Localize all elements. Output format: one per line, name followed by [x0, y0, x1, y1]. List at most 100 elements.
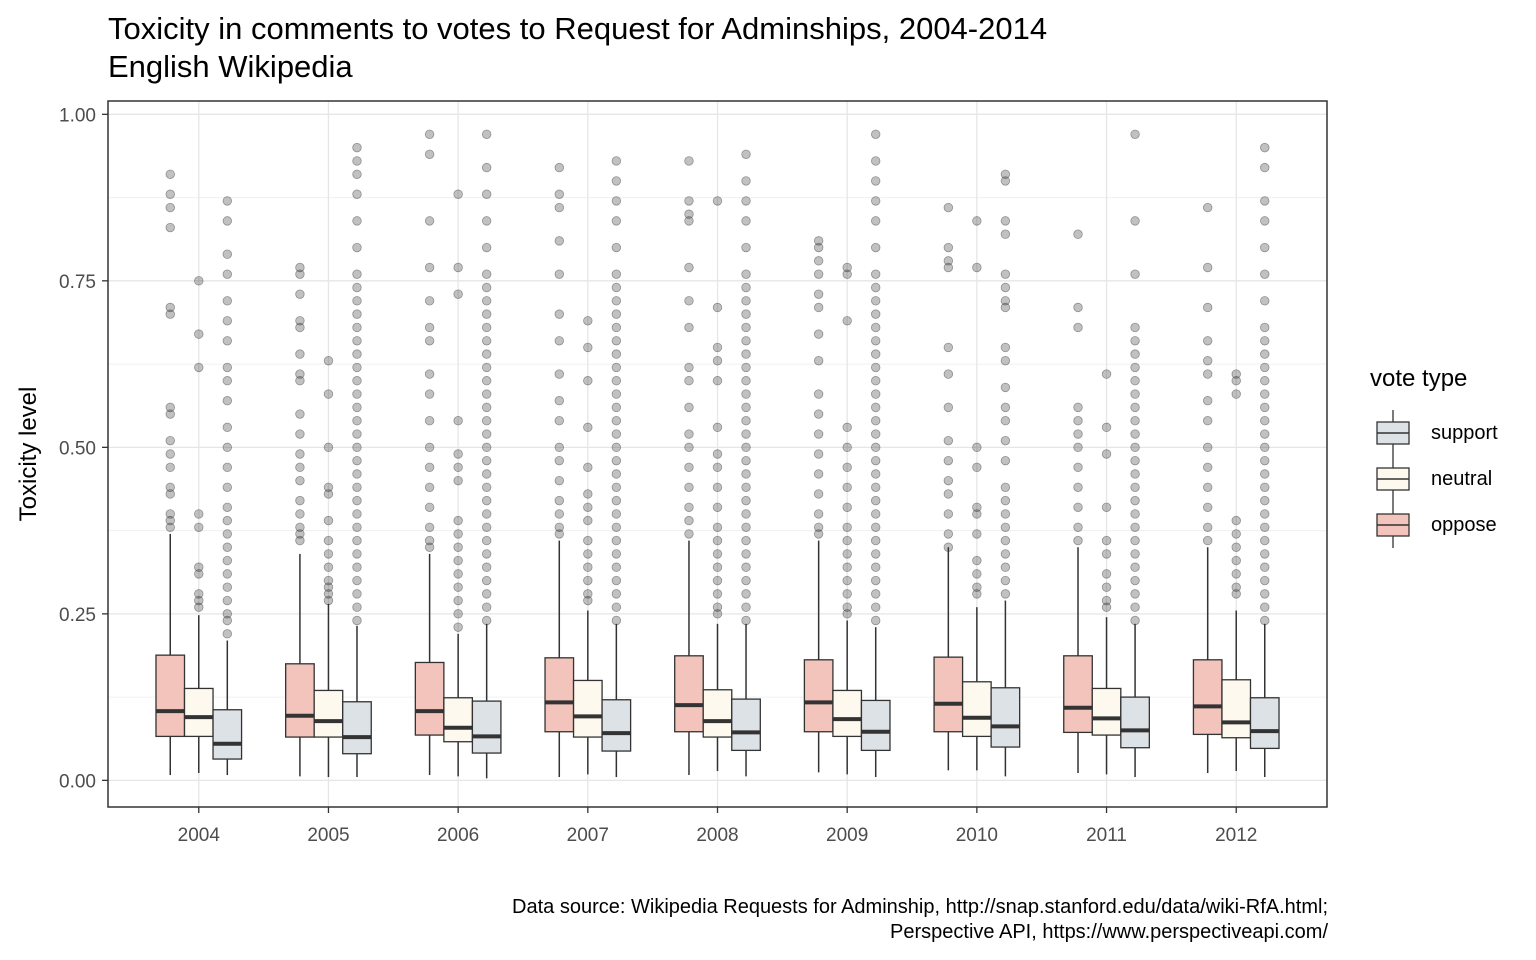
oppose-outlier-point — [684, 429, 694, 439]
x-tick-label: 2011 — [1086, 825, 1127, 846]
support-outlier-point — [222, 595, 233, 606]
support-box-2004 — [212, 640, 243, 776]
oppose-outlier-point — [1202, 262, 1213, 273]
support-outlier-point — [1000, 509, 1011, 519]
support-outlier-point — [741, 349, 751, 359]
support-outlier-point — [1260, 322, 1270, 333]
support-outlier-point — [741, 309, 751, 319]
support-outlier-point — [741, 535, 751, 546]
neutral-outlier-point — [972, 589, 982, 599]
oppose-outlier-point — [165, 169, 175, 179]
support-outlier-point — [871, 535, 881, 546]
neutral-outlier-point — [453, 462, 463, 473]
support-outlier-point — [1260, 296, 1270, 306]
oppose-outlier-point — [424, 296, 435, 306]
support-outlier-point — [352, 469, 362, 479]
support-outlier-point — [1260, 455, 1270, 466]
support-outlier-point — [222, 629, 233, 639]
oppose-outlier-point — [295, 369, 305, 379]
neutral-outlier-point — [323, 562, 334, 572]
support-outlier-point — [352, 522, 362, 532]
support-outlier-point — [1000, 522, 1011, 532]
oppose-outlier-point — [165, 402, 175, 413]
oppose-outlier-point — [165, 449, 175, 459]
support-outlier-point — [352, 549, 362, 559]
support-outlier-point — [481, 389, 492, 399]
neutral-outlier-point — [194, 509, 204, 519]
support-outlier-point — [871, 156, 881, 166]
neutral-outlier-point — [842, 462, 852, 473]
legend-item-oppose: oppose — [1370, 502, 1497, 548]
support-outlier-point — [1260, 162, 1270, 173]
support-outlier-point — [611, 562, 622, 572]
neutral-box-2006 — [443, 633, 474, 777]
support-outlier-point — [1130, 469, 1140, 479]
support-outlier-point — [611, 196, 622, 206]
support-outlier-point — [481, 402, 492, 413]
support-outlier-point — [611, 602, 622, 612]
legend-key-oppose — [1376, 502, 1410, 548]
neutral-outlier-point — [583, 462, 593, 473]
iqr-box — [414, 661, 445, 736]
legend-label-neutral: neutral — [1431, 468, 1493, 490]
support-outlier-point — [1000, 176, 1011, 186]
neutral-outlier-point — [1231, 529, 1241, 539]
support-outlier-point — [352, 389, 362, 399]
support-outlier-point — [741, 509, 751, 519]
support-outlier-point — [741, 549, 751, 559]
support-outlier-point — [222, 422, 233, 433]
support-outlier-point — [352, 322, 362, 333]
neutral-box-2008 — [702, 623, 733, 772]
support-outlier-point — [1000, 302, 1011, 313]
support-outlier-point — [611, 549, 622, 559]
neutral-outlier-point — [1231, 369, 1241, 379]
support-outlier-point — [352, 189, 362, 199]
oppose-outlier-point — [295, 522, 305, 532]
support-outlier-point — [741, 602, 751, 612]
neutral-box-2010 — [961, 607, 992, 771]
oppose-outlier-point — [295, 509, 305, 519]
support-outlier-point — [1000, 435, 1011, 446]
neutral-box-2009 — [832, 620, 863, 775]
oppose-outlier-point — [165, 435, 175, 446]
iqr-box — [443, 697, 474, 743]
support-outlier-point — [1000, 589, 1011, 599]
support-outlier-point — [1130, 269, 1140, 279]
support-outlier-point — [1130, 615, 1140, 626]
legend-title: vote type — [1370, 365, 1468, 392]
neutral-outlier-point — [712, 549, 723, 559]
oppose-outlier-point — [813, 409, 824, 419]
neutral-outlier-point — [1101, 582, 1112, 592]
oppose-outlier-point — [295, 475, 305, 486]
support-outlier-point — [1000, 382, 1011, 393]
neutral-outlier-point — [842, 562, 852, 572]
legend-items: support neutral oppose — [1370, 410, 1498, 548]
neutral-outlier-point — [1231, 376, 1241, 386]
support-outlier-point — [481, 455, 492, 466]
oppose-outlier-point — [1202, 356, 1213, 366]
oppose-outlier-point — [1202, 502, 1213, 512]
oppose-outlier-point — [424, 322, 435, 333]
support-outlier-point — [481, 522, 492, 532]
oppose-outlier-point — [1073, 462, 1083, 473]
neutral-outlier-point — [972, 262, 982, 273]
neutral-outlier-point — [712, 376, 723, 386]
support-outlier-point — [481, 549, 492, 559]
support-outlier-point — [741, 269, 751, 279]
neutral-outlier-point — [1231, 555, 1241, 566]
support-outlier-point — [871, 242, 881, 253]
oppose-outlier-point — [424, 535, 435, 546]
support-outlier-point — [222, 316, 233, 326]
support-outlier-point — [352, 309, 362, 319]
support-outlier-point — [871, 269, 881, 279]
oppose-outlier-point — [943, 475, 954, 486]
neutral-outlier-point — [194, 569, 204, 579]
support-outlier-point — [352, 296, 362, 306]
neutral-outlier-point — [453, 582, 463, 592]
support-outlier-point — [741, 495, 751, 506]
support-outlier-point — [871, 562, 881, 572]
support-outlier-point — [871, 469, 881, 479]
support-outlier-point — [611, 442, 622, 453]
oppose-outlier-point — [554, 236, 564, 246]
caption: Data source: Wikipedia Requests for Admi… — [512, 895, 1328, 945]
